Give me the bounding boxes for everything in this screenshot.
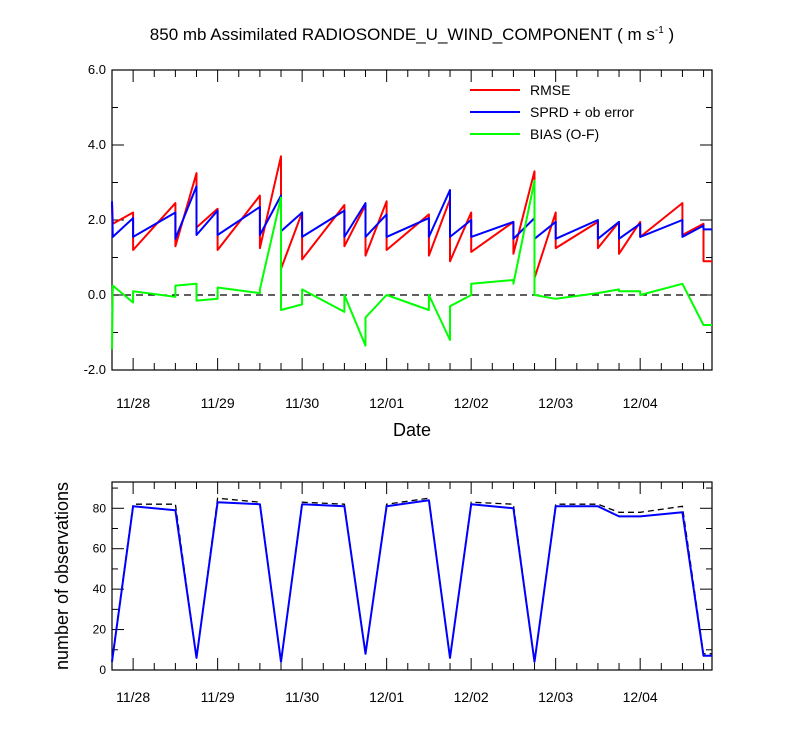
bottom-xtick-label: 11/29 xyxy=(201,689,235,705)
bottom-y-axis: 0 20 40 60 80 xyxy=(93,487,712,677)
top-ytick-label: 0.0 xyxy=(88,287,106,302)
bottom-xtick-label: 11/30 xyxy=(285,689,319,705)
bottom-ytick-label: 20 xyxy=(93,623,107,637)
top-xtick-label: 12/01 xyxy=(369,395,404,411)
bottom-series-used xyxy=(111,499,712,663)
top-xtick-label: 11/29 xyxy=(201,395,235,411)
legend-bias-label: BIAS (O-F) xyxy=(530,126,599,142)
bottom-series-possible xyxy=(111,497,712,663)
legend-spread-label: SPRD + ob error xyxy=(530,104,634,120)
bottom-ytick-label: 40 xyxy=(93,582,107,596)
top-y-axis: -2.0 0.0 2.0 4.0 6.0 xyxy=(84,62,712,377)
bottom-xtick-label: 11/28 xyxy=(116,689,150,705)
top-series-bias xyxy=(111,179,712,350)
bottom-xtick-label: 12/02 xyxy=(454,689,489,705)
top-panel: -2.0 0.0 2.0 4.0 6.0 11/28 11/29 11/30 12/01 12/… xyxy=(84,62,713,440)
bottom-xtick-label: 12/04 xyxy=(623,689,658,705)
bottom-y-axis-label: number of observations xyxy=(52,482,72,670)
bottom-xtick-label: 12/03 xyxy=(538,689,573,705)
bottom-x-axis: 11/28 11/29 11/30 12/01 12/02 12/03 12/04 xyxy=(111,482,705,705)
top-ytick-label: 4.0 xyxy=(88,137,106,152)
top-xtick-label: 11/28 xyxy=(116,395,150,411)
legend-rmse-label: RMSE xyxy=(530,82,570,98)
bottom-ytick-label: 80 xyxy=(93,501,107,515)
top-xtick-label: 12/02 xyxy=(454,395,489,411)
top-ytick-label: 2.0 xyxy=(88,212,106,227)
bottom-panel: 0 20 40 60 80 11/28 11/29 11/30 12/01 12/02 12/03… xyxy=(52,481,713,705)
top-ytick-label: 6.0 xyxy=(88,62,106,77)
chart-title: 850 mb Assimilated RADIOSONDE_U_WIND_COM… xyxy=(150,25,674,44)
top-xtick-label: 12/03 xyxy=(538,395,573,411)
top-series-group xyxy=(111,155,712,350)
legend: RMSE SPRD + ob error BIAS (O-F) xyxy=(470,82,634,142)
bottom-series-group xyxy=(111,497,712,663)
bottom-xtick-label: 12/01 xyxy=(369,689,404,705)
bottom-ytick-label: 0 xyxy=(99,663,106,677)
top-x-axis: 11/28 11/29 11/30 12/01 12/02 12/03 12/04 xyxy=(111,70,705,411)
top-x-axis-label: Date xyxy=(393,420,431,440)
top-ytick-label: -2.0 xyxy=(84,362,106,377)
top-series-spread xyxy=(111,185,712,240)
bottom-ytick-label: 60 xyxy=(93,542,107,556)
top-series-rmse xyxy=(111,155,712,280)
top-xtick-label: 12/04 xyxy=(623,395,658,411)
bottom-plot-frame xyxy=(111,481,713,671)
top-xtick-label: 11/30 xyxy=(285,395,319,411)
